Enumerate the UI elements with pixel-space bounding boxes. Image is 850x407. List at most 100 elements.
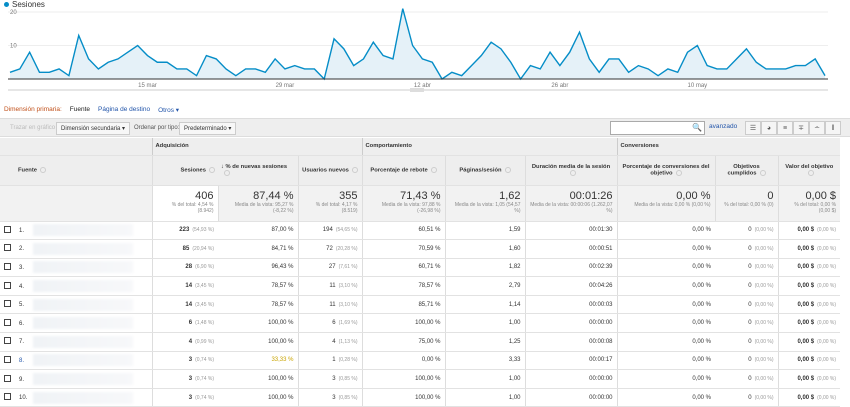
help-icon[interactable] [759, 169, 766, 176]
comparison-view-icon[interactable]: ∓ [793, 121, 809, 135]
col-new-sessions[interactable]: ↓ % de nuevas sesiones [218, 155, 298, 186]
x-tick-label: 29 mar [276, 83, 295, 89]
source-link-redacted[interactable] [33, 335, 133, 348]
col-pages-session[interactable]: Páginas/sesión [444, 155, 525, 186]
goal-completions-value: 0 [748, 245, 752, 252]
goal-value-pct: (0,00 %) [817, 320, 837, 327]
source-link-redacted[interactable] [33, 373, 133, 386]
source-link-redacted[interactable] [33, 261, 133, 274]
goal-value-value: 0,00 $ [797, 338, 815, 345]
pivot-view-icon[interactable]: ‖ [825, 121, 841, 135]
source-link-redacted[interactable] [33, 224, 133, 237]
table-search-input[interactable]: 🔍 [610, 121, 705, 135]
help-icon[interactable] [569, 169, 576, 176]
row-checkbox[interactable] [4, 262, 11, 270]
col-new-users[interactable]: Usuarios nuevos [297, 155, 362, 186]
pages-session-value: 1,14 [444, 295, 525, 315]
goal-value-value: 0,00 $ [797, 357, 815, 364]
bounce-rate-value: 0,00 % [361, 351, 445, 371]
source-link-redacted[interactable] [33, 242, 133, 255]
conversion-rate-value: 0,00 % [616, 332, 715, 352]
row-checkbox[interactable] [4, 300, 11, 308]
new-users-pct: (0,85 %) [338, 376, 358, 383]
total-sub: Media de la vista: 95,27 % (-8,22 %) [234, 201, 294, 214]
source-link-redacted[interactable] [33, 298, 133, 311]
help-icon[interactable] [504, 166, 511, 173]
primary-dimension-bar: Dimensión primaria: Fuente Página de des… [4, 106, 179, 114]
col-source[interactable]: Fuente [15, 155, 152, 186]
goal-value-value: 0,00 $ [797, 264, 815, 271]
col-avg-duration[interactable]: Duración media de la sesión [524, 155, 617, 186]
new-sessions-value: 87,00 % [218, 221, 298, 241]
source-link-redacted[interactable] [33, 317, 133, 330]
bounce-rate-value: 100,00 % [361, 388, 445, 407]
plot-rows-button[interactable]: Trazar en gráfico [10, 125, 56, 131]
help-icon[interactable] [224, 169, 230, 176]
chart-legend: Sesiones [4, 0, 47, 9]
dimension-fuente[interactable]: Fuente [69, 106, 91, 113]
source-link-redacted[interactable] [33, 354, 133, 367]
goal-value-value: 0,00 $ [797, 320, 815, 327]
new-users-value: 3 [332, 394, 336, 401]
new-users-pct: (20,28 %) [335, 245, 358, 252]
view-switcher: ☰ ◕ ≡ ∓ ∸ ‖ [745, 121, 841, 135]
goal-completions-value: 0 [748, 320, 752, 327]
col-sessions[interactable]: Sesiones [151, 155, 218, 186]
col-goal-completions[interactable]: Objetivos cumplidos [714, 155, 778, 186]
help-icon[interactable] [40, 166, 47, 173]
goal-value-pct: (0,00 %) [817, 394, 837, 401]
row-checkbox[interactable] [4, 281, 11, 289]
dimension-landing-page[interactable]: Página de destino [98, 106, 151, 113]
row-checkbox[interactable] [4, 337, 11, 345]
goal-completions-pct: (0,00 %) [754, 394, 774, 401]
table-row: 5. 14 (3,45 %) 78,57 % 11 (3,10 %) 85,71 %… [0, 295, 841, 315]
sessions-value: 85 [182, 245, 190, 252]
help-icon[interactable] [209, 166, 215, 173]
pie-view-icon[interactable]: ◕ [761, 121, 777, 135]
goal-value-value: 0,00 $ [797, 227, 815, 234]
secondary-dimension-dropdown[interactable]: Dimensión secundaria ▾ [56, 122, 131, 135]
group-behavior: Comportamiento [361, 138, 617, 156]
row-checkbox[interactable] [4, 393, 11, 401]
total-sub: % del total: 4,54 % (8.942) [171, 201, 214, 214]
col-goal-value[interactable]: Valor del objetivo [777, 155, 841, 186]
row-index: 5. [19, 302, 25, 309]
source-link-redacted[interactable] [33, 391, 133, 404]
source-link-redacted[interactable] [33, 280, 133, 293]
row-checkbox[interactable] [4, 318, 11, 326]
row-checkbox[interactable] [4, 225, 11, 233]
row-index: 10. [19, 395, 28, 402]
new-users-value: 194 [322, 227, 333, 234]
x-tick-label: 10 may [688, 83, 708, 89]
total-sub: Media de la vista: 00:00:06 (1.262,07 %) [530, 201, 613, 214]
help-icon[interactable] [351, 166, 358, 173]
goal-value-value: 0,00 $ [797, 301, 815, 308]
primary-dimension-label: Dimensión primaria: [4, 106, 62, 113]
row-checkbox[interactable] [4, 355, 11, 363]
col-conversion-rate[interactable]: Porcentaje de conversiones del objetivo [616, 155, 715, 186]
sessions-pct: (6,90 %) [195, 264, 214, 271]
range-slider-handle[interactable] [410, 88, 424, 92]
sort-type-dropdown[interactable]: Predeterminado ▾ [179, 122, 237, 135]
performance-view-icon[interactable]: ≡ [777, 121, 793, 135]
x-tick-label: 12 abr [414, 83, 431, 89]
dimension-others[interactable]: Otros ▾ [158, 107, 180, 114]
help-icon[interactable] [675, 169, 682, 176]
advanced-filter-link[interactable]: avanzado [709, 123, 738, 130]
series-line [9, 8, 826, 81]
row-checkbox[interactable] [4, 244, 11, 252]
sessions-pct: (0,74 %) [195, 394, 214, 401]
goal-completions-pct: (0,00 %) [754, 376, 774, 383]
help-icon[interactable] [807, 169, 814, 176]
search-icon[interactable]: 🔍 [692, 123, 702, 132]
col-bounce-rate[interactable]: Porcentaje de rebote [361, 155, 445, 186]
table-row: 2. 85 (20,94 %) 84,71 % 72 (20,28 %) 70,59… [0, 239, 841, 259]
term-cloud-view-icon[interactable]: ∸ [809, 121, 825, 135]
table-view-icon[interactable]: ☰ [745, 121, 761, 135]
row-checkbox[interactable] [4, 374, 11, 382]
total-cell: 0,00 % Media de la vista: 0,00 % (0,00 %) [616, 185, 715, 222]
goal-completions-value: 0 [748, 283, 752, 290]
row-index: 9. [19, 376, 25, 383]
conversion-rate-value: 0,00 % [616, 351, 715, 371]
help-icon[interactable] [430, 166, 437, 173]
